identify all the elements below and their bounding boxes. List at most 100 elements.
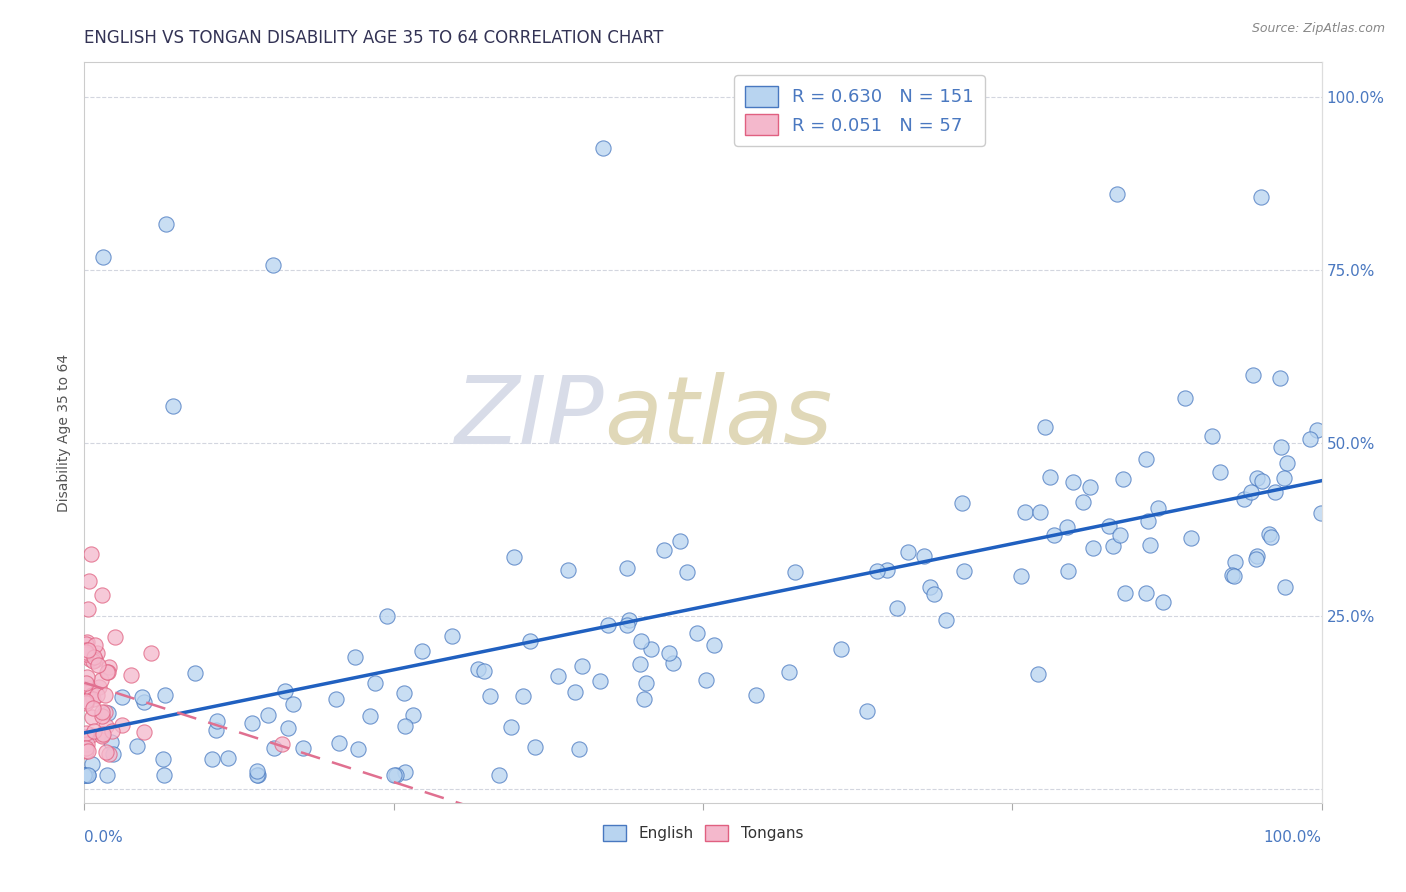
- Point: [96, 665, 118, 679]
- Point: [325, 691, 347, 706]
- Point: [82, 700, 104, 714]
- Point: [359, 708, 381, 723]
- Point: [93, 706, 115, 720]
- Point: [662, 656, 685, 670]
- Text: ZIP: ZIP: [454, 372, 605, 463]
- Point: [111, 717, 134, 731]
- Point: [1250, 190, 1272, 204]
- Point: [155, 217, 177, 231]
- Legend: R = 0.630   N = 151, R = 0.051   N = 57: R = 0.630 N = 151, R = 0.051 N = 57: [734, 75, 984, 145]
- Point: [592, 141, 614, 155]
- Point: [634, 675, 657, 690]
- Point: [77, 574, 100, 589]
- Point: [134, 694, 156, 708]
- Point: [1056, 564, 1078, 578]
- Point: [79, 652, 101, 666]
- Point: [162, 399, 184, 413]
- Point: [1026, 666, 1049, 681]
- Point: [271, 737, 294, 751]
- Point: [1208, 465, 1230, 479]
- Point: [82, 692, 104, 706]
- Point: [630, 633, 652, 648]
- Point: [488, 767, 510, 781]
- Point: [245, 768, 267, 782]
- Point: [1108, 528, 1130, 542]
- Point: [1223, 568, 1246, 582]
- Point: [152, 752, 174, 766]
- Point: [257, 707, 280, 722]
- Point: [394, 685, 416, 699]
- Point: [141, 646, 163, 660]
- Point: [1246, 471, 1268, 485]
- Point: [1107, 186, 1129, 201]
- Point: [204, 723, 226, 737]
- Point: [75, 637, 97, 651]
- Point: [152, 768, 174, 782]
- Point: [502, 549, 524, 564]
- Point: [935, 613, 957, 627]
- Point: [76, 744, 98, 758]
- Point: [1062, 475, 1084, 489]
- Point: [675, 565, 697, 579]
- Point: [1268, 370, 1291, 384]
- Point: [1310, 506, 1333, 520]
- Point: [1174, 391, 1197, 405]
- Point: [1081, 541, 1104, 556]
- Point: [1246, 551, 1268, 566]
- Point: [183, 666, 205, 681]
- Point: [90, 705, 112, 719]
- Point: [104, 630, 127, 644]
- Point: [240, 716, 263, 731]
- Point: [1033, 419, 1056, 434]
- Point: [669, 534, 692, 549]
- Point: [382, 768, 405, 782]
- Point: [1222, 568, 1244, 582]
- Point: [262, 258, 284, 272]
- Point: [1010, 568, 1032, 582]
- Point: [1014, 505, 1036, 519]
- Point: [1180, 531, 1202, 545]
- Point: [291, 741, 314, 756]
- Point: [281, 697, 304, 711]
- Point: [1270, 440, 1292, 454]
- Point: [467, 662, 489, 676]
- Point: [73, 768, 96, 782]
- Point: [628, 657, 651, 672]
- Point: [364, 676, 387, 690]
- Point: [75, 768, 97, 782]
- Point: [886, 600, 908, 615]
- Point: [686, 625, 709, 640]
- Point: [75, 676, 97, 690]
- Point: [914, 549, 936, 563]
- Point: [77, 602, 100, 616]
- Point: [1147, 500, 1170, 515]
- Point: [75, 643, 97, 657]
- Point: [82, 710, 104, 724]
- Point: [79, 547, 101, 561]
- Point: [512, 689, 534, 703]
- Point: [1071, 494, 1094, 508]
- Point: [91, 709, 114, 723]
- Point: [91, 250, 114, 264]
- Point: [568, 741, 591, 756]
- Point: [1111, 472, 1133, 486]
- Point: [86, 688, 108, 702]
- Point: [1114, 586, 1136, 600]
- Point: [501, 720, 523, 734]
- Point: [703, 638, 725, 652]
- Point: [924, 587, 946, 601]
- Point: [246, 764, 269, 779]
- Point: [830, 642, 852, 657]
- Point: [478, 690, 501, 704]
- Point: [1299, 432, 1322, 446]
- Point: [652, 542, 675, 557]
- Point: [97, 665, 120, 680]
- Point: [217, 751, 239, 765]
- Point: [1257, 526, 1279, 541]
- Point: [616, 618, 638, 632]
- Point: [953, 564, 976, 578]
- Point: [658, 646, 681, 660]
- Text: 0.0%: 0.0%: [84, 830, 124, 845]
- Point: [207, 714, 229, 728]
- Point: [547, 669, 569, 683]
